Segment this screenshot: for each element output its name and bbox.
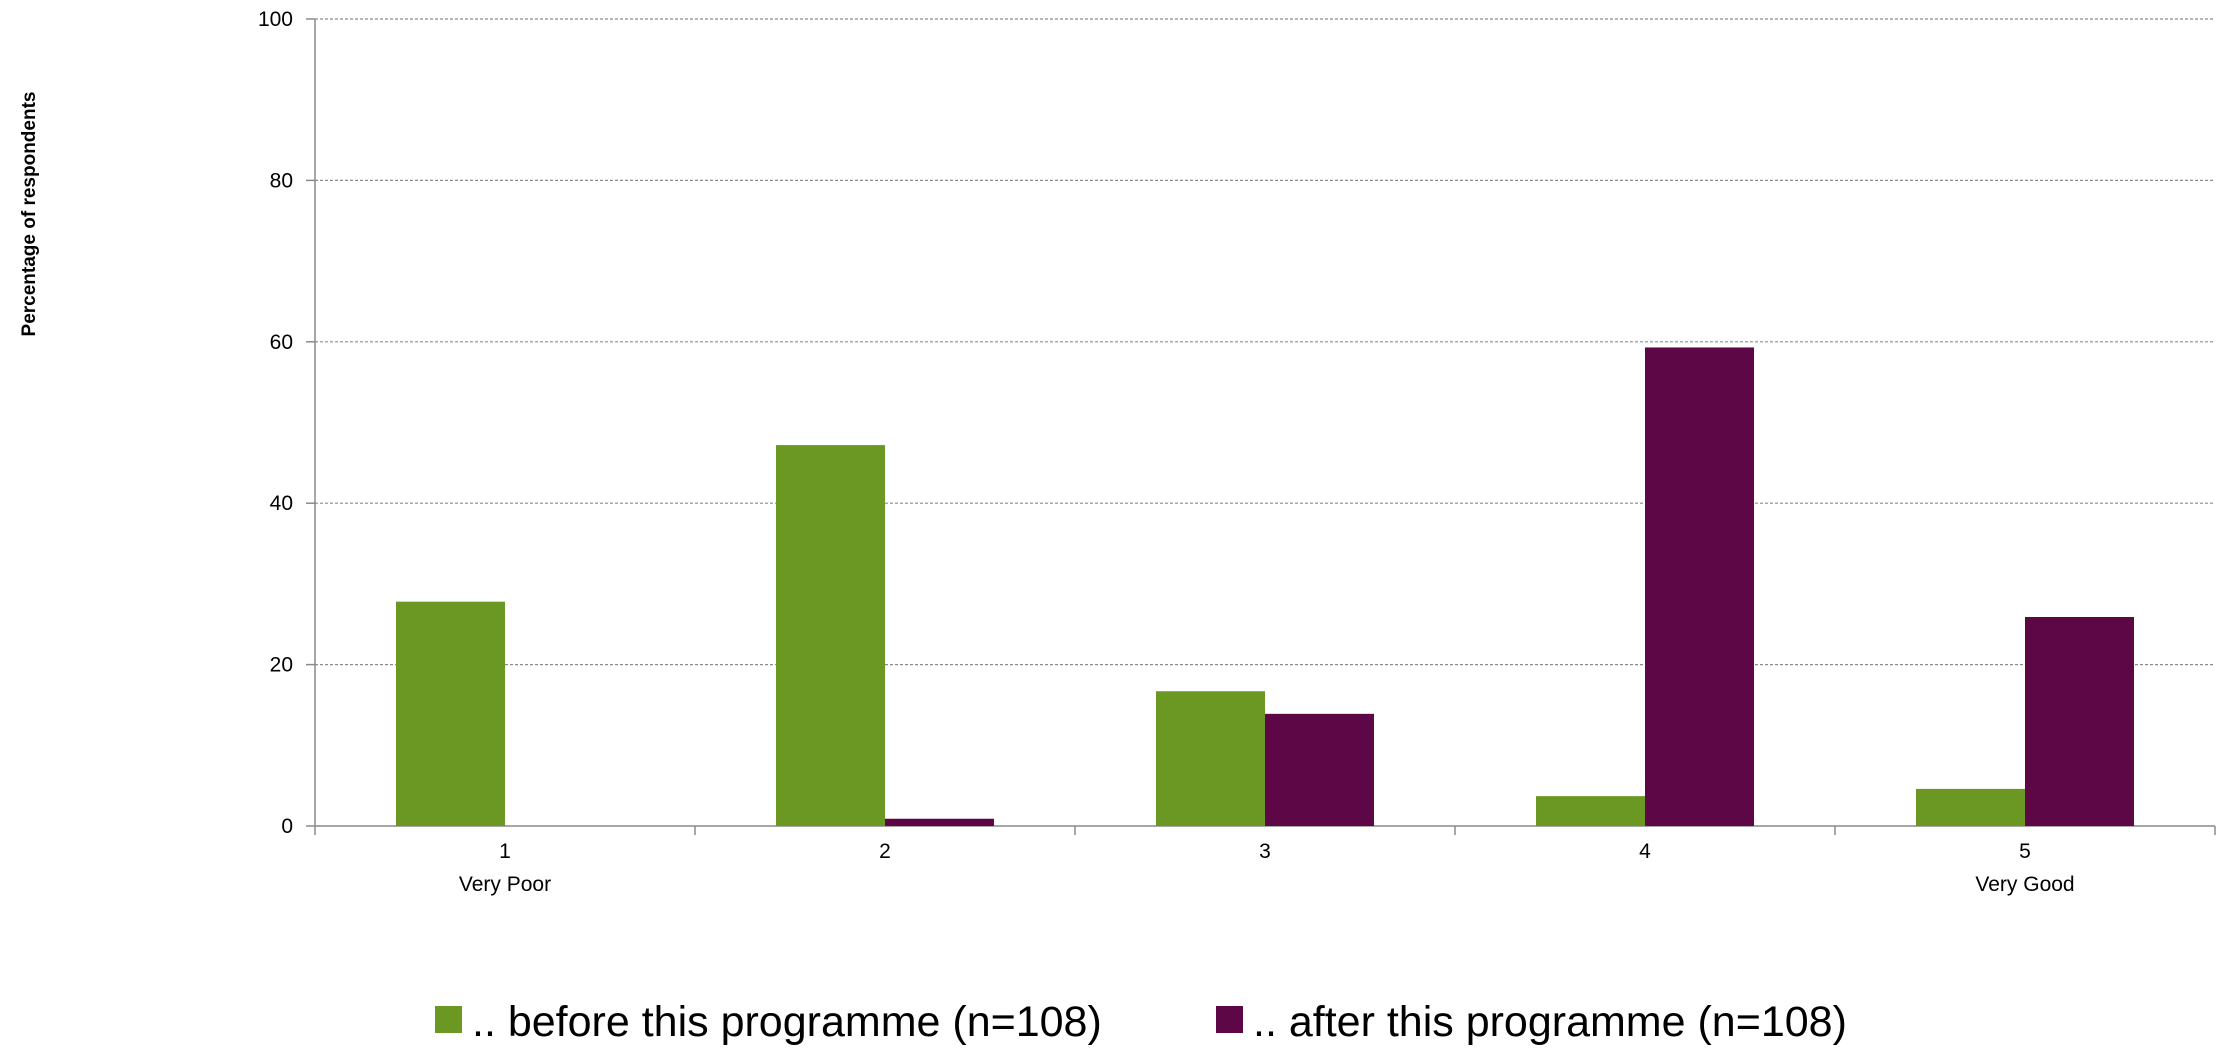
x-tick-label: 3: [1259, 840, 1271, 863]
bar-before-5: [1916, 788, 2025, 826]
y-tick-label: 100: [258, 8, 293, 31]
legend: .. before this programme (n=108) .. after…: [435, 998, 1847, 1046]
legend-swatch: [1216, 1006, 1243, 1033]
x-tick-label: 5: [2019, 840, 2031, 863]
x-tick-sublabel: Very Poor: [459, 873, 551, 896]
y-tick-label: 0: [281, 815, 293, 838]
y-tick-label: 80: [270, 169, 293, 192]
x-axis-ticks: 1 Very Poor 2 3 4 5 Very Good: [314, 826, 2216, 896]
y-axis-title: Percentage of respondents: [19, 92, 40, 337]
bars: [396, 347, 2134, 826]
bar-before-2: [776, 445, 885, 826]
bar-before-4: [1536, 796, 1645, 826]
x-tick-label: 4: [1639, 840, 1651, 863]
bar-after-2: [885, 818, 994, 826]
legend-label: .. after this programme (n=108): [1253, 998, 1847, 1046]
gridlines: [315, 18, 2215, 666]
legend-swatch: [435, 1006, 462, 1033]
y-tick-label: 40: [270, 492, 293, 515]
bar-after-5: [2025, 616, 2134, 826]
y-tick-label: 20: [270, 654, 293, 677]
x-tick-label: 2: [879, 840, 891, 863]
x-tick-label: 1: [499, 840, 511, 863]
bar-after-4: [1645, 347, 1754, 826]
bar-before-1: [396, 601, 505, 826]
legend-label: .. before this programme (n=108): [472, 998, 1102, 1046]
bar-before-3: [1156, 691, 1265, 826]
y-tick-label: 60: [270, 331, 293, 354]
y-axis-ticks: 0 20 40 60 80 100: [258, 8, 315, 838]
x-tick-sublabel: Very Good: [1975, 873, 2074, 896]
bar-after-3: [1265, 713, 1374, 826]
